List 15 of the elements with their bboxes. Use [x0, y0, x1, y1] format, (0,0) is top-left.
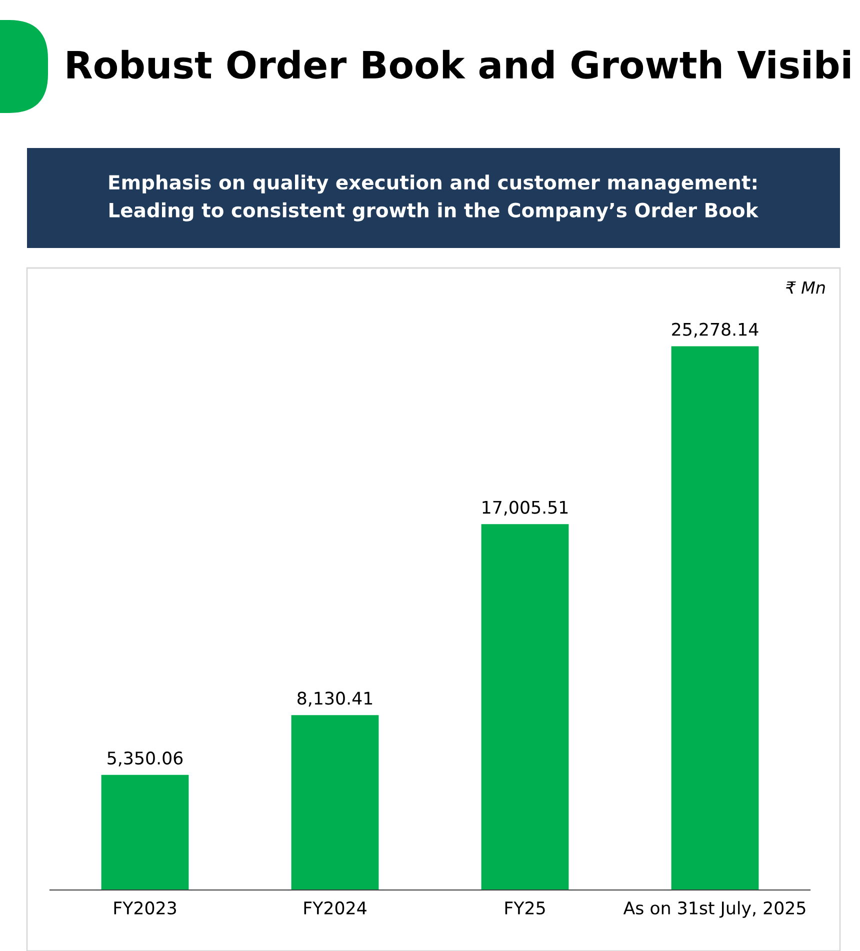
x-tick-label: FY2023	[114, 901, 176, 915]
data-label: 5,350.06	[108, 751, 183, 766]
data-label: 25,278.14	[672, 322, 758, 338]
bar	[671, 346, 759, 890]
x-tick-label: FY25	[505, 901, 545, 915]
data-label: 8,130.41	[298, 692, 372, 707]
bar	[291, 715, 379, 890]
bar	[481, 524, 569, 890]
text: ₹ Mn	[786, 281, 825, 294]
bar	[101, 774, 189, 890]
data-label: 17,005.51	[482, 500, 568, 516]
x-tick-label: FY2024	[304, 901, 366, 915]
chart-title: Robust Order Book and Growth Visibi	[67, 50, 850, 79]
chart-subtitle: Emphasis on quality execution and customer management: Leading to consistent growth in the Company’s Order Book	[109, 174, 759, 222]
x-tick-label: As on 31st July, 2025	[623, 901, 806, 918]
